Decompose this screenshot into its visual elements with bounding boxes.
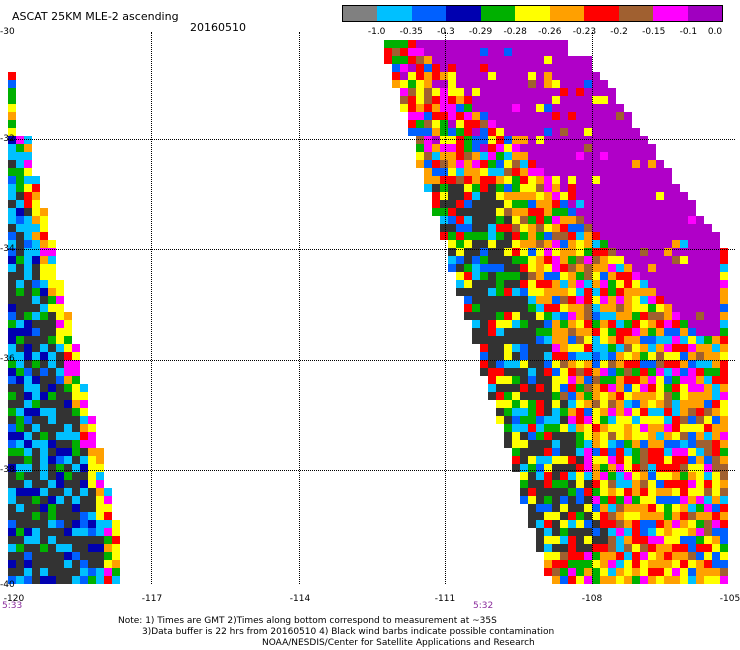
lon-label: -117: [141, 594, 163, 604]
swath-layer: [8, 40, 728, 584]
colorbar-tick-label: -0.29: [468, 27, 493, 37]
map-panel: [8, 32, 735, 584]
colorbar-tick-label: -0.23: [572, 27, 597, 37]
plot-date: 20160510: [190, 21, 246, 34]
colorbar-swatch: [480, 6, 516, 21]
colorbar-swatch: [446, 6, 481, 21]
colorbar-swatch: [653, 6, 688, 21]
lat-label: -36: [0, 354, 15, 364]
colorbar-swatch: [377, 6, 412, 21]
lon-label: -114: [289, 594, 311, 604]
colorbar-tick-label: -0.35: [399, 27, 423, 37]
colorbar-tick-label: -1.0: [367, 27, 386, 37]
note-line: Note: 1) Times are GMT 2)Times along bot…: [118, 616, 497, 626]
lon-label: -108: [581, 594, 603, 604]
colorbar-tick-label: -0.15: [642, 27, 666, 37]
lat-gridline: [8, 360, 735, 361]
lon-gridline: [445, 32, 446, 584]
lon-label: -111: [434, 594, 456, 604]
lat-label: -32: [0, 134, 15, 144]
swath-time-label: 5:32: [473, 601, 494, 611]
lat-gridline: [8, 470, 735, 471]
note-line: NOAA/NESDIS/Center for Satellite Applica…: [262, 638, 535, 648]
lat-label: -40: [0, 580, 15, 590]
colorbar-swatch: [584, 6, 619, 21]
lat-label: -38: [0, 465, 15, 475]
colorbar-swatch: [515, 6, 550, 21]
colorbar-swatch: [687, 6, 722, 21]
swath-time-label: 5:33: [2, 601, 23, 611]
lat-label: -34: [0, 244, 15, 254]
lon-gridline: [592, 32, 593, 584]
lat-gridline: [8, 249, 735, 250]
lon-label: -105: [719, 594, 740, 604]
note-line: 3)Data buffer is 22 hrs from 20160510 4)…: [142, 627, 555, 637]
lon-gridline: [151, 32, 152, 584]
colorbar-tick-label: -0.28: [503, 27, 527, 37]
lat-label: -30: [0, 27, 15, 37]
colorbar-tick-label: 0.0: [707, 27, 723, 37]
colorbar-swatch: [618, 6, 654, 21]
lat-gridline: [8, 139, 735, 140]
lon-gridline: [299, 32, 300, 584]
lon-label: -120: [3, 594, 25, 604]
plot-title: ASCAT 25KM MLE-2 ascending: [12, 10, 179, 23]
colorbar-tick-label: -0.26: [538, 27, 562, 37]
colorbar-swatch: [343, 6, 378, 21]
colorbar-swatch: [549, 6, 585, 21]
colorbar: [342, 5, 723, 22]
colorbar-tick-label: -0.2: [610, 27, 628, 37]
colorbar-swatch: [411, 6, 447, 21]
colorbar-tick-label: -0.1: [679, 27, 698, 37]
